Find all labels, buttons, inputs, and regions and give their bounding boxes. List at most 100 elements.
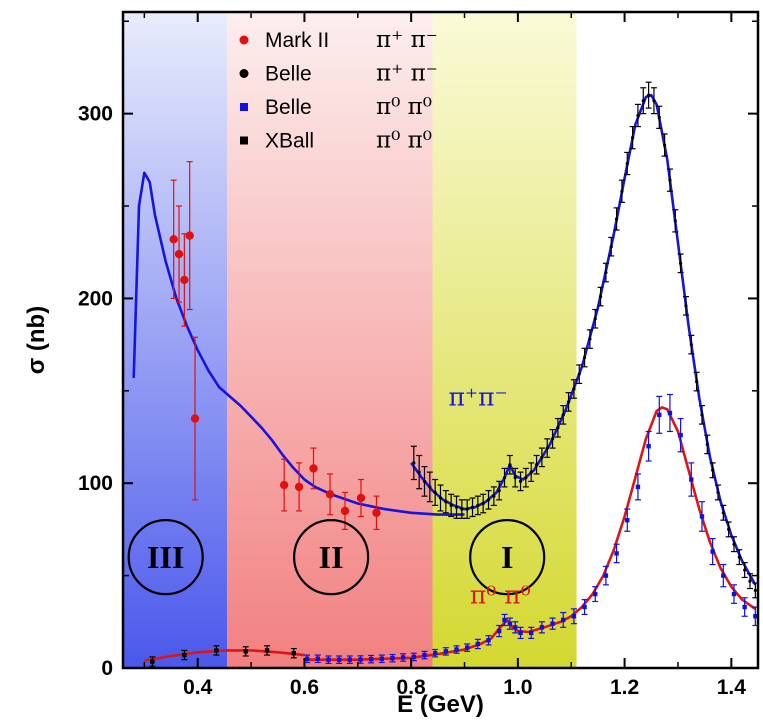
data-point-s2-29 xyxy=(592,586,599,603)
marker-circle xyxy=(577,372,581,376)
marker-circle xyxy=(625,161,629,166)
legend-entry-0: Mark II π⁺ π⁻ xyxy=(239,27,438,53)
y-tick-label: 200 xyxy=(78,287,113,310)
marker-square xyxy=(422,652,427,658)
legend-process: π⁺ π⁻ xyxy=(376,27,438,53)
marker-circle xyxy=(668,178,672,182)
marker-circle xyxy=(748,579,752,583)
x-axis-title: E (GeV) xyxy=(397,691,484,718)
marker-circle xyxy=(309,464,318,473)
data-point-s1-62 xyxy=(741,562,748,579)
marker-circle xyxy=(743,568,747,572)
data-point-s2-28 xyxy=(581,599,588,616)
data-point-s1-43 xyxy=(640,87,647,115)
marker-circle xyxy=(428,485,432,489)
data-point-s1-40 xyxy=(624,151,631,176)
data-point-s1-21 xyxy=(522,467,529,488)
marker-circle xyxy=(417,470,421,474)
data-point-s2-8 xyxy=(389,653,396,663)
data-point-s1-57 xyxy=(714,484,721,501)
data-point-s2-42 xyxy=(730,584,737,604)
data-point-s3-4 xyxy=(264,645,271,656)
data-point-s1-45 xyxy=(650,87,657,115)
data-point-s2-18 xyxy=(496,624,503,638)
marker-square xyxy=(513,625,518,630)
marker-circle xyxy=(647,93,651,97)
x-tick-label: 1.2 xyxy=(610,676,639,699)
marker-circle xyxy=(190,414,200,423)
data-point-s1-8 xyxy=(453,495,460,519)
marker-square xyxy=(486,638,491,643)
marker-circle xyxy=(716,490,720,495)
data-point-s1-59 xyxy=(725,521,732,538)
marker-circle xyxy=(556,426,560,430)
data-point-s1-54 xyxy=(698,405,705,425)
marker-circle xyxy=(727,527,731,532)
marker-circle xyxy=(679,261,683,265)
data-point-s0-3 xyxy=(185,161,194,311)
regions-layer xyxy=(123,12,577,668)
marker-square xyxy=(326,657,331,662)
marker-circle xyxy=(486,498,491,502)
marker-square xyxy=(539,625,545,630)
marker-circle xyxy=(711,468,715,472)
x-tick-label: 1.0 xyxy=(503,676,532,699)
marker-circle xyxy=(444,500,448,504)
legend-name: Belle xyxy=(265,96,312,119)
marker-circle xyxy=(492,494,496,498)
y-tick-label: 100 xyxy=(78,472,113,495)
marker-square xyxy=(742,604,747,610)
data-point-s2-11 xyxy=(421,650,428,660)
data-points-layer xyxy=(149,81,759,667)
data-point-s2-6 xyxy=(368,654,375,664)
marker-circle xyxy=(513,476,517,480)
marker-circle xyxy=(545,446,549,450)
x-tick-label: 1.4 xyxy=(717,676,747,699)
data-point-s1-38 xyxy=(613,207,620,231)
data-point-s1-24 xyxy=(538,447,545,468)
marker-circle xyxy=(470,505,475,509)
legend-process: π⁰ π⁰ xyxy=(376,128,432,154)
data-point-s2-32 xyxy=(624,508,631,532)
marker-circle xyxy=(572,387,576,391)
marker-circle xyxy=(460,507,464,511)
data-point-s1-37 xyxy=(608,236,615,257)
legend-marker-square xyxy=(240,136,248,145)
data-point-s1-3 xyxy=(426,471,433,503)
data-point-s1-13 xyxy=(480,493,487,514)
plot-frame xyxy=(121,10,760,670)
data-point-s1-20 xyxy=(517,471,524,492)
legend-process: π⁺ π⁻ xyxy=(376,61,438,87)
legend-marker-circle xyxy=(239,69,249,78)
marker-square xyxy=(411,654,417,660)
marker-circle xyxy=(721,511,725,515)
data-point-s1-0 xyxy=(410,445,417,481)
data-point-s0-8 xyxy=(325,473,335,516)
data-point-s1-11 xyxy=(469,497,476,518)
marker-square xyxy=(315,656,320,661)
data-point-s1-46 xyxy=(656,105,663,130)
marker-circle xyxy=(641,99,645,103)
marker-square xyxy=(614,551,619,556)
y-axis-title: σ (nb) xyxy=(23,306,50,374)
marker-square xyxy=(507,621,513,626)
data-point-s2-9 xyxy=(400,653,407,662)
data-point-s1-7 xyxy=(448,493,455,518)
marker-square xyxy=(550,621,555,626)
legend: Mark II π⁺ π⁻ Belle π⁺ π⁻ Belle π⁰ π⁰ XBall π⁰ … xyxy=(239,27,438,154)
marker-circle xyxy=(465,507,469,511)
marker-square xyxy=(603,573,609,578)
data-point-s2-23 xyxy=(528,626,535,640)
data-point-s3-5 xyxy=(290,647,297,659)
region-label-ii: II xyxy=(319,539,344,575)
region-circle-i xyxy=(469,519,546,596)
data-point-s0-4 xyxy=(190,336,200,501)
data-point-s1-6 xyxy=(442,490,449,514)
marker-circle xyxy=(180,275,189,285)
marker-square xyxy=(432,651,438,656)
fit-curve-2 xyxy=(304,406,757,661)
data-point-s2-40 xyxy=(709,538,716,566)
marker-circle xyxy=(561,413,565,417)
data-point-s1-35 xyxy=(597,286,604,307)
data-point-s2-30 xyxy=(602,565,609,586)
